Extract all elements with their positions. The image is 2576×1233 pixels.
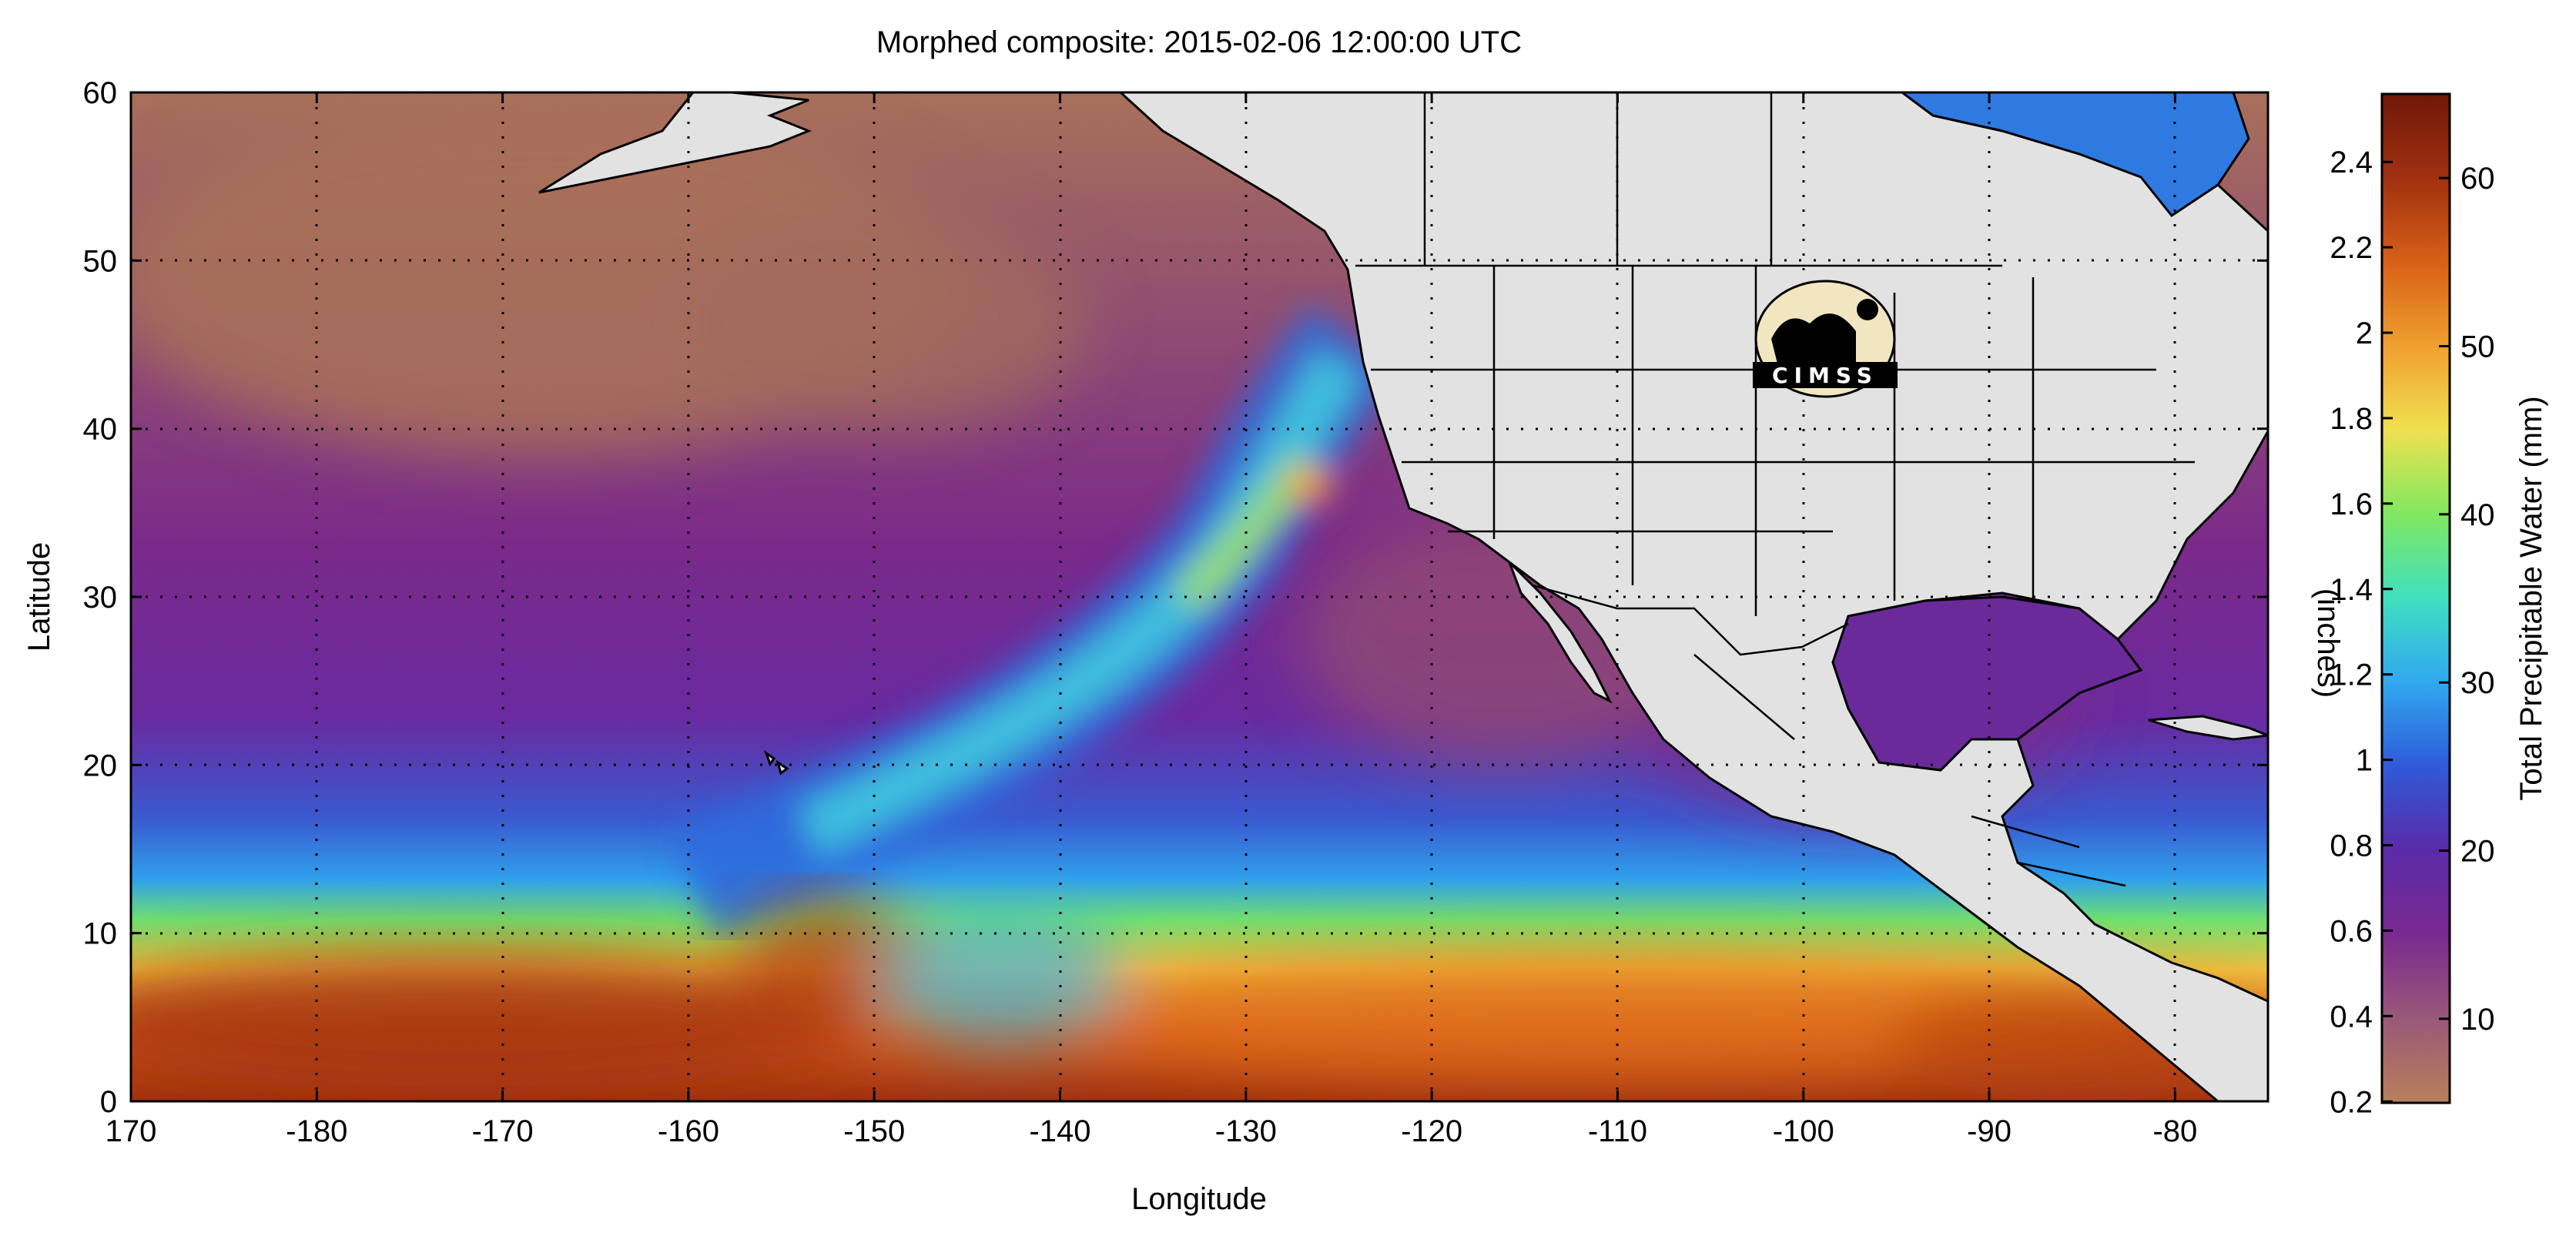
mm-tick-label: 40 [2460, 498, 2495, 532]
lon-tick-label: -140 [1029, 1114, 1090, 1148]
hawaii-land [764, 750, 789, 776]
colorbar-inch-label: (inches) [2311, 588, 2345, 698]
y-axis-label: Latitude [22, 542, 56, 652]
lon-tick-label: -180 [286, 1114, 347, 1148]
graticule [131, 92, 2268, 1101]
lat-tick-label: 0 [100, 1085, 117, 1119]
lat-tick-label: 50 [83, 244, 118, 278]
lat-tick-label: 10 [83, 917, 118, 951]
inch-tick-label: 2.2 [2330, 231, 2373, 265]
latitude-ticks: 0 10 20 30 40 50 60 [83, 76, 2268, 1119]
lon-tick-label: -150 [843, 1114, 905, 1148]
lon-tick-label: -120 [1401, 1114, 1462, 1148]
lat-tick-label: 30 [83, 581, 118, 615]
lon-tick-label: -80 [2152, 1114, 2197, 1148]
inch-tick-label: 0.4 [2330, 1000, 2373, 1034]
lat-tick-label: 40 [83, 413, 118, 447]
lon-tick-label: -170 [472, 1114, 534, 1148]
mm-tick-label: 50 [2460, 330, 2495, 364]
inch-tick-label: 0.2 [2330, 1085, 2373, 1119]
lon-tick-label: -160 [658, 1114, 719, 1148]
inch-tick-label: 1.6 [2330, 488, 2373, 521]
lat-tick-label: 60 [83, 76, 118, 110]
lon-tick-label: -130 [1215, 1114, 1277, 1148]
mm-tick-label: 60 [2460, 162, 2495, 196]
mm-tick-label: 20 [2460, 835, 2495, 869]
x-axis-label: Longitude [1131, 1182, 1267, 1216]
colorbar-mm-ticks: 10 20 30 40 50 60 [2439, 162, 2495, 1037]
lon-tick-label: -110 [1588, 1114, 1647, 1148]
colorbar-inch-ticks: 0.2 0.4 0.6 0.8 1 1.2 1.4 1.6 1.8 2 2.2 2.4 [2330, 146, 2393, 1119]
longitude-ticks: 170 -180 -170 -160 -150 -140 -130 -120 -110 -100 -… [106, 92, 2197, 1148]
lat-tick-label: 20 [83, 749, 118, 782]
inch-tick-label: 0.8 [2330, 829, 2373, 863]
lon-tick-label: -90 [1967, 1114, 2012, 1148]
alaska-coast-land [538, 92, 812, 194]
map-panel: CIMSS [131, 92, 2268, 1101]
lon-tick-label: -100 [1773, 1114, 1834, 1148]
baja-california-land [1508, 561, 1613, 704]
inch-tick-label: 1.2 [2330, 658, 2373, 692]
map-title: Morphed composite: 2015-02-06 12:00:00 U… [876, 25, 1522, 59]
mm-tick-label: 30 [2460, 666, 2495, 700]
inch-tick-label: 1.4 [2330, 573, 2373, 607]
inch-tick-label: 2 [2356, 317, 2373, 350]
inch-tick-label: 1 [2356, 744, 2373, 778]
cuba-land [2148, 715, 2268, 741]
inch-tick-label: 0.6 [2330, 914, 2373, 948]
svg-text:CIMSS: CIMSS [1772, 363, 1878, 388]
mm-tick-label: 10 [2460, 1003, 2495, 1037]
colorbar-scale [2380, 92, 2451, 1104]
north-america-land [1118, 92, 2268, 1101]
gulf-of-mexico-water [1831, 595, 2143, 772]
cimss-logo: CIMSS [1753, 280, 1898, 398]
colorbar: 0.2 0.4 0.6 0.8 1 1.2 1.4 1.6 1.8 2 2.2 2.4 10 20 30 4… [2311, 92, 2548, 1119]
inch-tick-label: 1.8 [2330, 402, 2373, 436]
land-masses [538, 92, 2268, 1101]
lon-tick-label: 170 [106, 1114, 157, 1148]
inch-tick-label: 2.4 [2330, 146, 2373, 179]
colorbar-mm-label: Total Precipitable Water (mm) [2514, 396, 2548, 800]
